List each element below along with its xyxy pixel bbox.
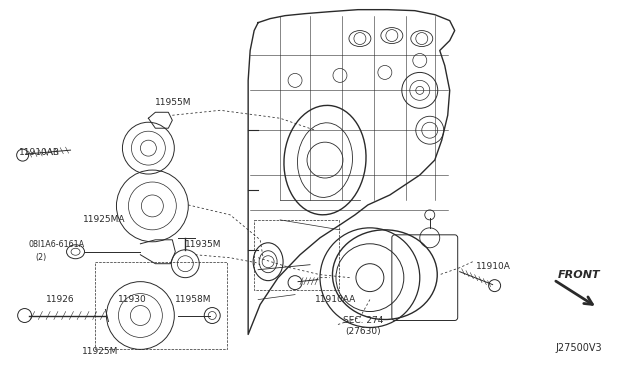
Text: 11935M: 11935M	[186, 240, 222, 249]
Text: J27500V3: J27500V3	[556, 343, 602, 353]
Text: (2): (2)	[36, 253, 47, 262]
Text: 11910AB: 11910AB	[19, 148, 60, 157]
Text: 11910A: 11910A	[476, 262, 511, 271]
Text: 11958M: 11958M	[175, 295, 212, 304]
Text: SEC. 274: SEC. 274	[342, 315, 383, 324]
Text: 11926: 11926	[45, 295, 74, 304]
Text: 11925MA: 11925MA	[83, 215, 125, 224]
Text: FRONT: FRONT	[557, 270, 600, 280]
Text: 11910AA: 11910AA	[315, 295, 356, 304]
Bar	[95, 262, 227, 349]
Text: 11925M: 11925M	[83, 347, 118, 356]
Text: 11930: 11930	[118, 295, 147, 304]
Text: 08I1A6-6161A: 08I1A6-6161A	[29, 240, 84, 249]
Bar	[254, 220, 339, 290]
Text: 11955M: 11955M	[156, 98, 192, 108]
Text: (27630): (27630)	[345, 327, 381, 336]
